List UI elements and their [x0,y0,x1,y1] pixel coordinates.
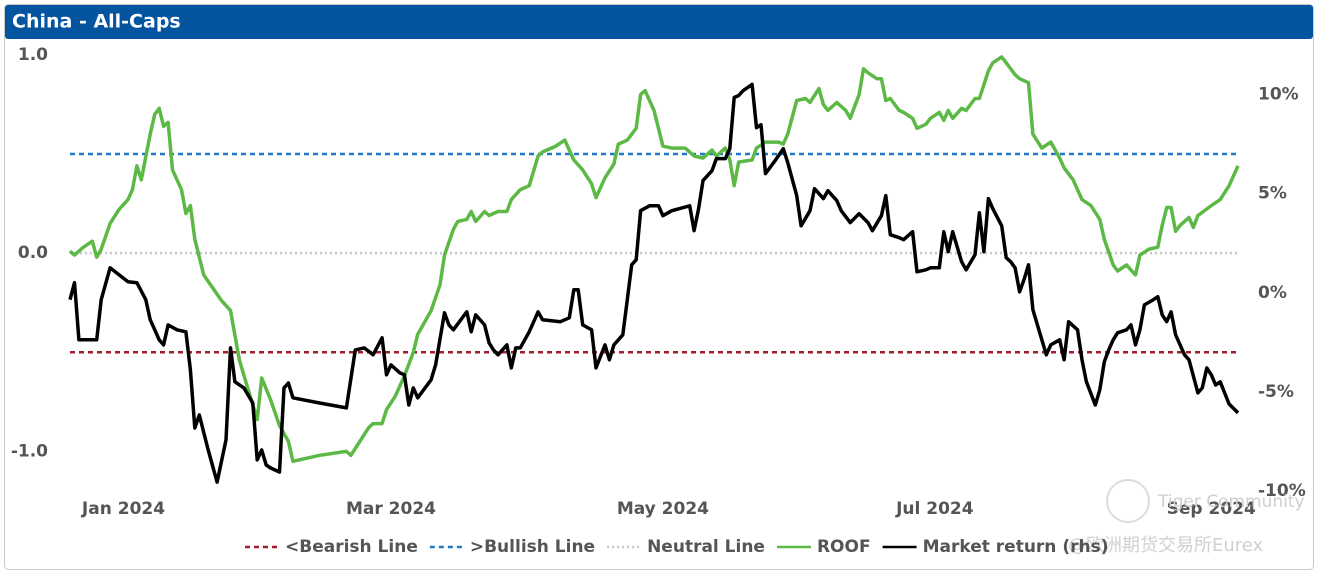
y2-tick-label: 0% [1258,283,1287,303]
legend-label: ROOF [817,537,871,557]
y-tick-label: 1.0 [18,45,48,65]
legend-label: <Bearish Line [285,537,418,557]
x-tick-label: Jul 2024 [895,499,974,519]
y-tick-label: -1.0 [11,441,48,461]
watermark: Tiger Community [1157,492,1305,512]
x-tick-label: May 2024 [617,499,709,519]
x-tick-label: Jan 2024 [81,499,165,519]
chart-frame [4,4,1314,570]
watermark: @欧洲期货交易所Eurex [1068,535,1264,556]
y-tick-label: 0.0 [18,243,48,263]
legend-label: Market return (rhs) [923,537,1109,557]
series-line [68,82,1240,484]
x-tick-label: Mar 2024 [346,499,436,519]
x-tick-label: Sep 2024 [1167,499,1256,519]
header-bar [5,5,1313,39]
y2-tick-label: -5% [1258,382,1294,402]
watermark-logo [1106,479,1150,523]
chart-title: China - All-Caps [12,11,181,33]
y2-tick-label: 5% [1258,184,1287,204]
y2-tick-label: 10% [1258,85,1299,105]
legend-label: Neutral Line [647,537,765,557]
legend-label: >Bullish Line [470,537,595,557]
y2-tick-label: -10% [1258,481,1306,501]
